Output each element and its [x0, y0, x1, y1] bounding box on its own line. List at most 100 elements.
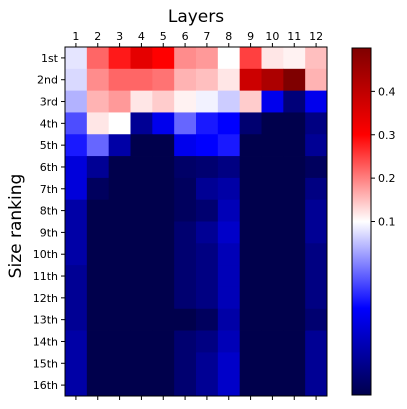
heatmap-cell [196, 199, 219, 222]
heatmap-cell [174, 47, 197, 70]
y-tick-label: 7th [40, 183, 58, 196]
heatmap-cell [130, 199, 153, 222]
heatmap-cell [239, 221, 262, 244]
heatmap-cell [217, 243, 241, 266]
heatmap-cell [108, 112, 131, 135]
y-tick-label: 13th [33, 314, 58, 327]
heatmap-cell [152, 352, 175, 375]
heatmap-cell [261, 199, 284, 222]
colorbar [351, 47, 372, 396]
heatmap-cell [196, 374, 219, 397]
heatmap-cell [86, 265, 110, 288]
heatmap-cell [217, 374, 241, 397]
heatmap-cell [108, 156, 131, 179]
heatmap-cell [174, 243, 197, 266]
heatmap-cell [217, 177, 241, 201]
heatmap-cell [239, 286, 262, 310]
heatmap-cell [174, 286, 197, 310]
heatmap-cell [239, 374, 262, 397]
heatmap-cell [239, 47, 262, 70]
heatmap-cell [174, 156, 197, 179]
heatmap-cell [152, 47, 175, 70]
heatmap-cell [174, 265, 197, 288]
heatmap-cell [239, 199, 262, 222]
heatmap-cell [65, 308, 88, 331]
heatmap-cell [261, 352, 284, 375]
heatmap-cell [261, 156, 284, 179]
heatmap-cell [152, 68, 175, 92]
heatmap-cell [130, 112, 153, 135]
heatmap-cell [108, 286, 131, 310]
heatmap-cell [86, 134, 110, 157]
y-tick-label: 4th [40, 117, 58, 130]
heatmap-cell [239, 112, 262, 135]
heatmap-cell [174, 134, 197, 157]
heatmap-cell [174, 177, 197, 201]
heatmap-cell [261, 330, 284, 353]
heatmap-cell [86, 286, 110, 310]
heatmap-cell [152, 243, 175, 266]
heatmap-cell [283, 243, 306, 266]
heatmap-cell [130, 286, 153, 310]
heatmap-cell [86, 90, 110, 113]
heatmap-cell [239, 68, 262, 92]
heatmap-cell [152, 374, 175, 397]
y-tick-label: 2nd [37, 74, 58, 87]
heatmap-cell [217, 308, 241, 331]
heatmap-cell [305, 352, 328, 375]
x-tick-label: 10 [265, 30, 279, 43]
heatmap-cell [152, 265, 175, 288]
x-axis-ticks: 1 2 3 4 5 6 7 8 9 10 11 12 [72, 30, 323, 400]
heatmap-cell [239, 90, 262, 113]
heatmap-cell [130, 352, 153, 375]
heatmap-cell [261, 134, 284, 157]
heatmap-cell [152, 134, 175, 157]
x-tick-label: 7 [203, 30, 210, 43]
heatmap-cell [108, 68, 131, 92]
x-tick-label: 1 [72, 30, 79, 43]
heatmap-cell [108, 330, 131, 353]
heatmap-cell [196, 308, 219, 331]
heatmap-cell [239, 265, 262, 288]
heatmap-cell [261, 68, 284, 92]
heatmap-cell [283, 221, 306, 244]
heatmap-cell [86, 330, 110, 353]
heatmap-cell [174, 68, 197, 92]
heatmap-cell [130, 68, 153, 92]
heatmap-cell [239, 177, 262, 201]
heatmap-cell [261, 177, 284, 201]
y-tick-label: 1st [41, 52, 59, 65]
heatmap-cell [196, 47, 219, 70]
heatmap-cell [108, 352, 131, 375]
heatmap-cell [65, 221, 88, 244]
heatmap-cell [283, 47, 306, 70]
heatmap-cells [65, 47, 328, 397]
heatmap-cell [86, 156, 110, 179]
heatmap-cell [283, 134, 306, 157]
heatmap-cell [108, 177, 131, 201]
heatmap-cell [283, 90, 306, 113]
heatmap-cell [86, 352, 110, 375]
heatmap-cell [217, 199, 241, 222]
heatmap-cell [283, 286, 306, 310]
heatmap-cell [305, 374, 328, 397]
heatmap-cell [174, 374, 197, 397]
heatmap-cell [196, 90, 219, 113]
heatmap-cell [152, 156, 175, 179]
colorbar-tick-label: 0.1 [378, 216, 396, 229]
y-tick-label: 16th [33, 379, 58, 392]
heatmap-cell [217, 352, 241, 375]
heatmap-cell [305, 68, 328, 92]
heatmap-cell [196, 265, 219, 288]
y-tick-label: 10th [33, 248, 58, 261]
heatmap-cell [152, 221, 175, 244]
x-tick-label: 2 [94, 30, 101, 43]
heatmap-cell [65, 134, 88, 157]
heatmap-cell [130, 90, 153, 113]
heatmap-cell [108, 47, 131, 70]
heatmap-cell [239, 352, 262, 375]
heatmap-cell [283, 68, 306, 92]
heatmap-cell [217, 68, 241, 92]
heatmap-cell [217, 156, 241, 179]
